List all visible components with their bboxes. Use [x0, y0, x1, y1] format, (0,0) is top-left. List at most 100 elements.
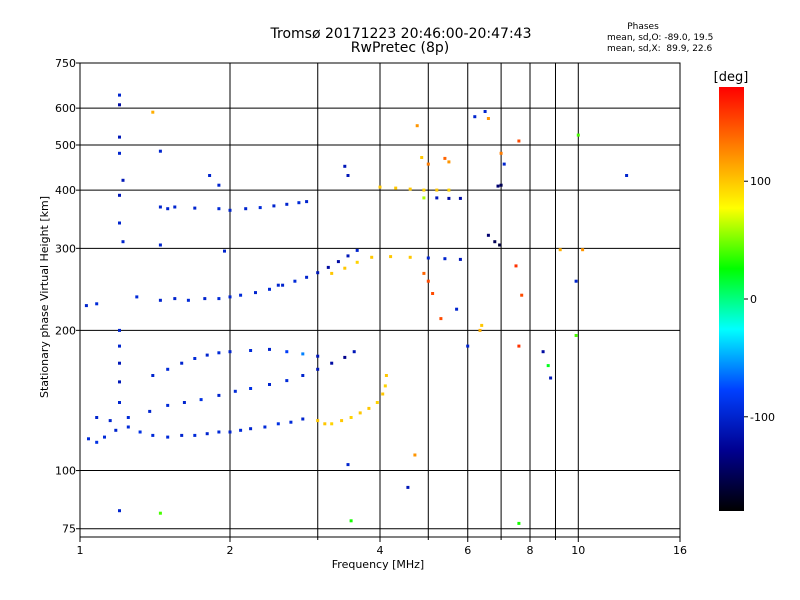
data-point — [301, 352, 305, 356]
colorbar-tick-label: 0 — [750, 293, 757, 306]
data-point — [118, 193, 121, 197]
data-point — [166, 403, 170, 407]
data-point — [340, 419, 344, 423]
data-point — [297, 201, 301, 205]
data-point — [193, 206, 197, 210]
data-point — [426, 162, 430, 166]
x-tick-label-6: 6 — [464, 544, 471, 557]
data-point — [480, 323, 484, 327]
y-axis-ticks: 75 100 200 300 400 500 600 750 — [55, 57, 80, 536]
data-point — [249, 349, 253, 352]
data-point — [103, 435, 106, 439]
data-point — [118, 509, 121, 513]
data-point — [118, 328, 121, 332]
x-tick-label-16: 16 — [673, 544, 687, 557]
data-point — [499, 183, 503, 187]
data-point — [426, 256, 430, 260]
data-point — [158, 149, 162, 153]
phase-stats-heading: Phases — [627, 22, 659, 32]
data-point — [406, 485, 410, 489]
data-point — [426, 279, 430, 283]
data-point — [151, 374, 155, 377]
data-point — [233, 389, 237, 393]
y-tick-label-200: 200 — [55, 324, 76, 337]
data-point — [439, 317, 443, 321]
grid-lines — [80, 63, 680, 537]
data-point — [276, 422, 280, 426]
data-point — [378, 185, 382, 189]
data-point — [343, 164, 347, 168]
data-point — [151, 433, 155, 437]
data-point — [443, 156, 447, 160]
phase-stats-x-mode: mean, sd,X: 89.9, 22.6 — [607, 44, 713, 54]
data-point — [263, 425, 267, 429]
y-tick-label-75: 75 — [62, 523, 76, 536]
data-point — [268, 383, 271, 386]
data-point — [346, 174, 350, 177]
data-point — [355, 260, 359, 264]
data-point — [166, 207, 170, 211]
data-point — [478, 328, 482, 332]
chart-title-line-2: RwPretec (8p) — [350, 40, 450, 56]
data-point — [138, 430, 142, 434]
data-point — [285, 202, 289, 206]
data-point — [375, 401, 379, 404]
data-point — [431, 292, 435, 295]
x-axis-ticks: 1 2 4 6 8 10 16 — [77, 537, 687, 557]
data-point — [514, 264, 518, 268]
data-point — [281, 283, 285, 287]
x-tick-label-10: 10 — [571, 544, 585, 557]
data-point — [517, 521, 521, 525]
data-point — [126, 416, 130, 419]
data-point — [158, 243, 162, 247]
data-point — [581, 248, 585, 252]
data-point — [180, 433, 184, 437]
data-point — [558, 248, 562, 252]
data-point — [217, 207, 221, 211]
x-tick-label-8: 8 — [527, 544, 534, 557]
data-point — [355, 248, 359, 252]
data-point — [217, 393, 221, 397]
data-point — [422, 196, 426, 200]
data-point — [87, 437, 90, 441]
data-point — [228, 295, 232, 299]
data-point — [118, 344, 121, 348]
colorbar-tick-label: 100 — [750, 175, 771, 188]
data-point — [349, 416, 353, 419]
data-point — [486, 117, 490, 120]
data-point — [118, 380, 121, 384]
data-point — [193, 357, 197, 360]
data-point — [199, 398, 203, 402]
data-point — [389, 255, 393, 259]
data-point — [118, 401, 121, 404]
data-point — [268, 287, 271, 291]
data-point — [223, 249, 226, 253]
data-point — [249, 387, 253, 390]
data-point — [330, 361, 334, 365]
data-point — [498, 243, 502, 247]
data-point — [205, 353, 209, 357]
data-point — [95, 440, 99, 444]
data-point — [383, 384, 387, 388]
data-point — [493, 240, 497, 244]
data-point — [95, 416, 99, 419]
data-point — [346, 254, 350, 258]
data-point — [186, 298, 190, 302]
data-point — [549, 376, 553, 380]
data-point — [217, 430, 221, 434]
data-point — [422, 188, 426, 192]
data-point — [458, 196, 462, 200]
data-point — [408, 187, 412, 191]
data-point — [254, 291, 257, 295]
data-point — [443, 257, 447, 261]
data-point — [447, 196, 451, 200]
data-point — [305, 275, 309, 279]
data-point — [228, 208, 232, 212]
data-point — [486, 233, 490, 237]
data-point — [422, 271, 426, 275]
data-point — [316, 367, 320, 371]
data-point — [258, 206, 262, 210]
data-point — [330, 422, 334, 426]
x-axis-label: Frequency [MHz] — [332, 558, 424, 571]
data-point — [370, 255, 374, 259]
